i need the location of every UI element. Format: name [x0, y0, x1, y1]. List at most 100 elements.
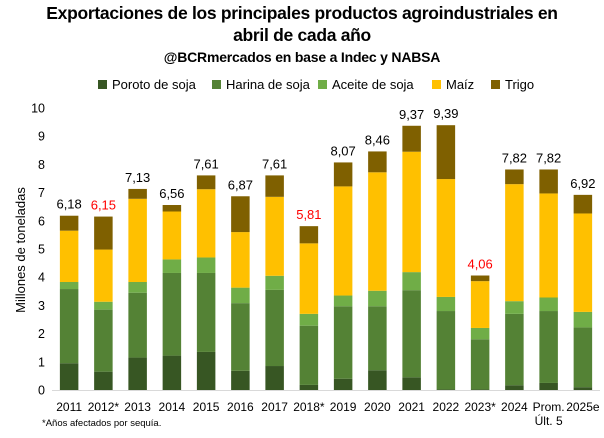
bar-segment	[162, 205, 182, 212]
bar-segment	[59, 230, 79, 282]
bar-segment	[231, 370, 250, 390]
y-tick-label: 5	[38, 243, 45, 257]
bar-segment	[539, 169, 558, 194]
bar-segment	[231, 303, 250, 371]
bar-segment	[128, 292, 147, 358]
chart-title: Exportaciones de los principales product…	[0, 2, 604, 46]
x-tick-label: 2020	[364, 400, 391, 414]
total-label: 6,56	[159, 186, 184, 201]
bar-segment	[539, 297, 558, 312]
x-tick-label: 2011	[56, 400, 82, 414]
bar-segment	[470, 327, 490, 340]
bar-segment	[299, 243, 319, 314]
chart-title-line-1: Exportaciones de los principales product…	[46, 3, 558, 23]
bar-segment	[162, 259, 182, 273]
bar-segment	[59, 289, 79, 364]
bar-segment	[470, 275, 490, 282]
bar-segment	[436, 296, 456, 312]
bar-segment	[333, 306, 353, 379]
bar-segment	[436, 389, 456, 390]
total-label: 7,61	[193, 156, 218, 171]
bar-segment	[368, 370, 387, 390]
bar-segment	[333, 162, 353, 187]
x-tick-label: 2013	[124, 400, 151, 414]
bar-segment	[333, 378, 353, 390]
bar-segment	[196, 257, 216, 273]
x-tick-label: 2014	[159, 400, 186, 414]
bar-segment	[505, 169, 524, 185]
y-tick-label: 2	[38, 327, 45, 341]
total-label: 7,82	[502, 150, 527, 165]
y-axis-title: Millones de toneladas	[13, 187, 28, 313]
legend-swatch	[318, 80, 327, 89]
x-tick-label: 2024	[501, 400, 528, 414]
total-label: 9,37	[399, 107, 424, 122]
bar-segment	[573, 327, 593, 388]
x-tick-label: 2012*	[88, 400, 120, 414]
chart-legend: Poroto de soja Harina de soja Aceite de so…	[98, 77, 534, 92]
chart-subtitle: @BCRmercados en base a Indec y NABSA	[163, 49, 441, 65]
bar-segment	[299, 313, 319, 326]
bar-segment	[94, 301, 113, 310]
legend-label: Trigo	[505, 77, 534, 92]
bar-segment	[368, 290, 387, 307]
legend-label: Maíz	[446, 77, 474, 92]
bar-segment	[402, 377, 421, 390]
bars	[59, 125, 593, 390]
total-label: 7,82	[536, 150, 561, 165]
bar-segment	[505, 385, 524, 390]
bar-segment	[162, 211, 182, 260]
y-tick-label: 10	[31, 102, 45, 116]
y-axis: 0 1 2 3 4 5 6 7 8 9 10	[31, 102, 45, 398]
y-tick-label: 1	[38, 355, 45, 369]
bar-segment	[436, 125, 456, 180]
bar-segment	[470, 339, 490, 390]
bar-segment	[196, 272, 216, 352]
legend-label: Poroto de soja	[112, 77, 197, 92]
x-tick-label: Prom.	[533, 400, 565, 414]
bar-segment	[128, 357, 147, 390]
bar-segment	[402, 151, 421, 273]
total-label: 7,61	[262, 156, 287, 171]
bar-segment	[196, 351, 216, 390]
bar-segment	[94, 249, 113, 302]
bar-segment	[265, 289, 284, 367]
bar-segment	[505, 301, 524, 314]
y-tick-label: 6	[38, 214, 45, 228]
bar-segment	[368, 306, 387, 371]
bar-segment	[128, 198, 147, 282]
total-label: 6,15	[91, 198, 116, 213]
bar-segment	[436, 311, 456, 390]
bar-segment	[368, 151, 387, 173]
y-tick-label: 3	[38, 299, 45, 313]
bar-segment	[368, 172, 387, 291]
bar-segment	[59, 281, 79, 290]
legend-swatch	[432, 80, 441, 89]
legend-label: Harina de soja	[226, 77, 311, 92]
bar-segment	[265, 196, 284, 276]
x-tick-label: 2025e	[566, 400, 600, 414]
bar-segment	[505, 184, 524, 302]
bar-segment	[402, 272, 421, 291]
legend-swatch	[491, 80, 500, 89]
x-tick-label: 2015	[193, 400, 220, 414]
x-tick-label: 2016	[227, 400, 254, 414]
bar-segment	[539, 382, 558, 390]
bar-segment	[59, 215, 79, 231]
bar-segment	[299, 384, 319, 390]
y-tick-label: 9	[38, 130, 45, 144]
bar-segment	[402, 290, 421, 378]
x-tick-label: 2021	[398, 400, 425, 414]
bar-segment	[196, 175, 216, 190]
bar-segment	[265, 175, 284, 197]
bar-segment	[265, 275, 284, 290]
x-tick-label: 2019	[330, 400, 357, 414]
total-label: 9,39	[433, 106, 458, 121]
bar-segment	[59, 363, 79, 390]
footnote: *Años afectados por sequía.	[42, 418, 162, 429]
bar-segment	[333, 186, 353, 296]
bar-segment	[231, 196, 250, 233]
total-label: 8,07	[330, 143, 355, 158]
bar-segment	[162, 355, 182, 390]
